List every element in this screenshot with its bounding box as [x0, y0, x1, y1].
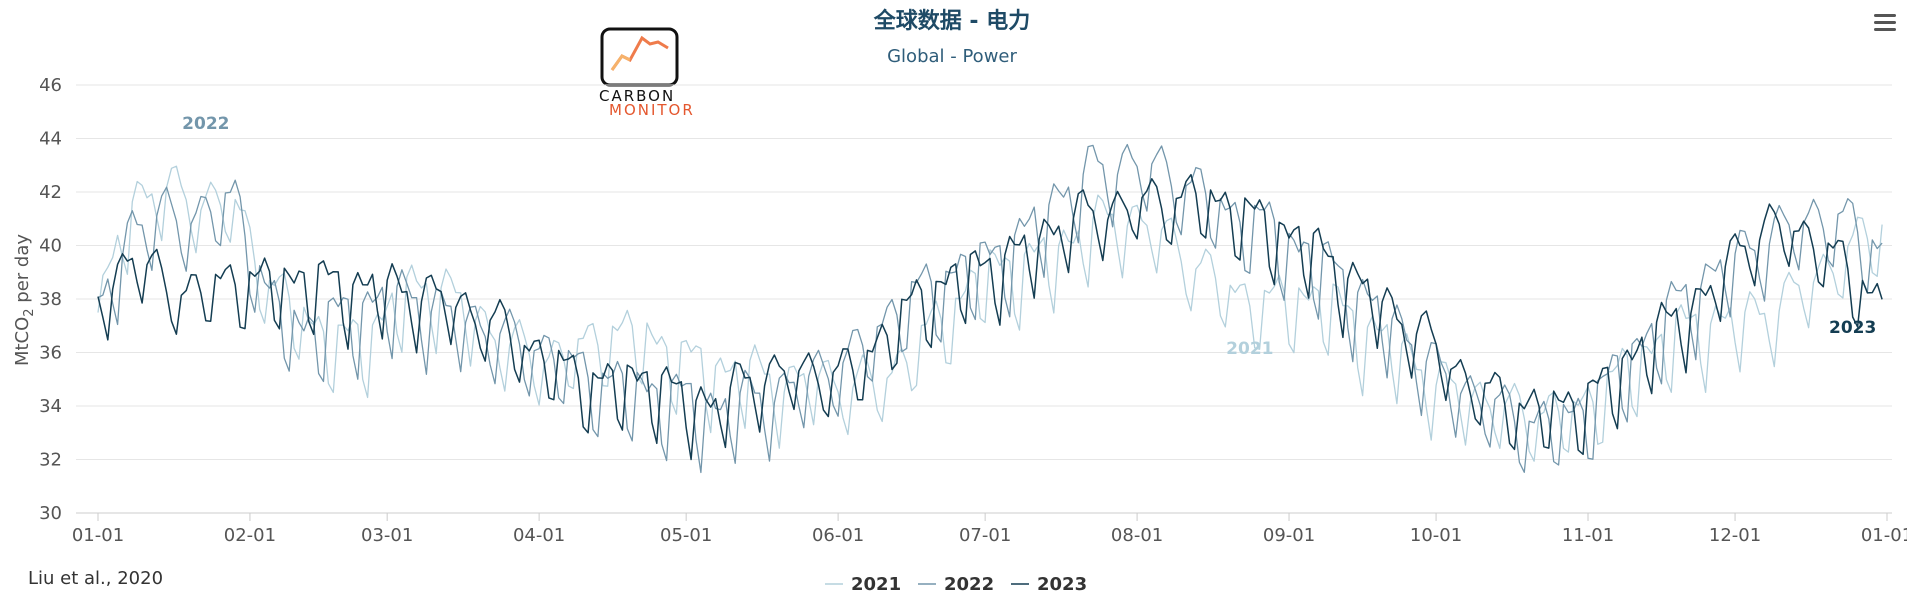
chart-subtitle: Global - Power	[887, 46, 1017, 67]
y-tick-label: 30	[39, 503, 62, 524]
y-tick-label: 32	[39, 450, 62, 471]
x-tick-label: 12-01	[1709, 525, 1761, 546]
annotation-2021: 2021	[1226, 339, 1273, 359]
series-lines	[97, 143, 1883, 474]
annotation-2023: 2023	[1829, 318, 1876, 338]
x-tick-label: 02-01	[224, 525, 276, 546]
x-tick-label: 06-01	[812, 525, 864, 546]
x-tick-label: 03-01	[361, 525, 413, 546]
x-tick-label: 04-01	[513, 525, 565, 546]
y-tick-label: 42	[39, 182, 62, 203]
x-tick-label: 01-01	[72, 525, 124, 546]
y-axis-label: MtCO2 per day	[12, 234, 37, 366]
legend-item-2022[interactable]: 2022	[944, 574, 994, 595]
x-tick-label: 07-01	[959, 525, 1011, 546]
logo-line2: MONITOR	[609, 101, 695, 119]
series-annotations: 2022 2021 2023	[182, 114, 1876, 359]
y-tick-label: 46	[39, 75, 62, 96]
x-tick-label: 10-01	[1410, 525, 1462, 546]
series-line-2021	[97, 165, 1883, 462]
annotation-2022: 2022	[182, 114, 229, 134]
y-tick-label: 34	[39, 396, 62, 417]
chart-title: 全球数据 - 电力	[873, 8, 1030, 34]
x-tick-label: 11-01	[1562, 525, 1614, 546]
credit-text: Liu et al., 2020	[28, 568, 163, 589]
legend-item-2021[interactable]: 2021	[851, 574, 901, 595]
legend-item-2023[interactable]: 2023	[1037, 574, 1087, 595]
y-tick-label: 44	[39, 129, 62, 150]
x-tick-label: 05-01	[660, 525, 712, 546]
logo-line1: CARBON	[599, 87, 675, 105]
y-tick-label: 40	[39, 236, 62, 257]
y-tick-label: 36	[39, 343, 62, 364]
x-tick-label: 09-01	[1263, 525, 1315, 546]
x-tick-label: 08-01	[1111, 525, 1163, 546]
y-tick-label: 38	[39, 289, 62, 310]
series-line-2022	[97, 143, 1883, 474]
x-axis: 01-01 02-01 03-01 04-01 05-01 06-01 07-01 08-01…	[72, 512, 1907, 546]
carbon-monitor-logo: CARBON MONITOR	[599, 27, 695, 119]
y-axis: 30 32 34 36 38 40 42 44 46	[39, 75, 62, 524]
legend: 2021 2022 2023	[825, 574, 1087, 595]
hamburger-menu-icon[interactable]	[1874, 14, 1896, 31]
series-line-2023	[97, 173, 1883, 461]
x-tick-label: 01-01	[1861, 525, 1907, 546]
